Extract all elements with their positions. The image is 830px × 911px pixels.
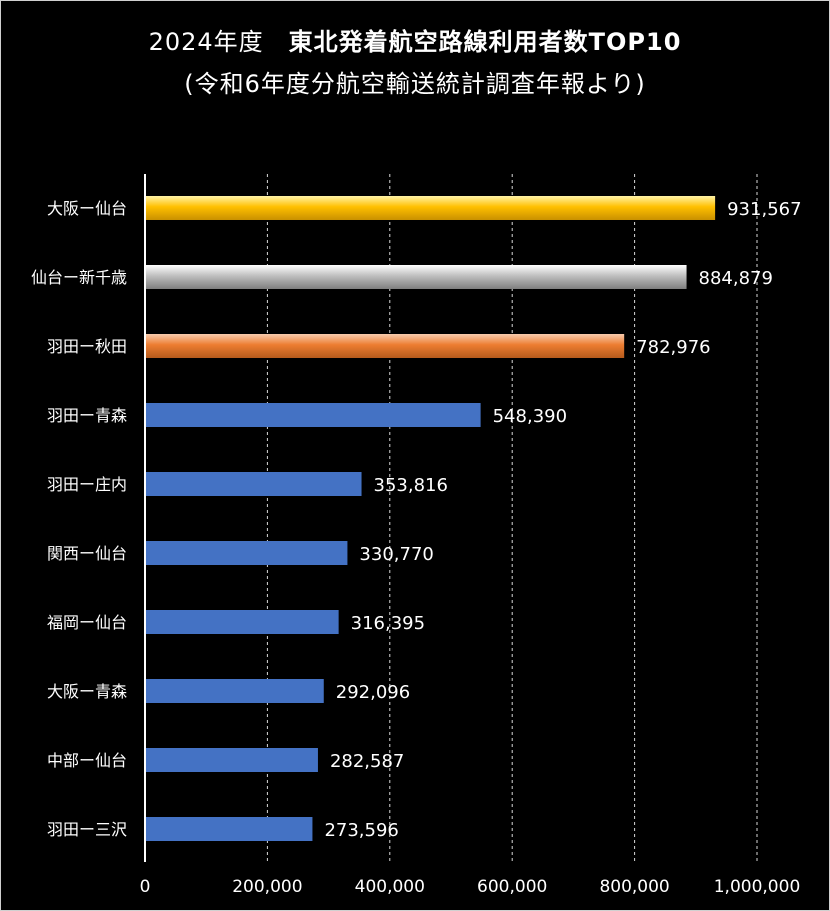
bar-5	[145, 472, 362, 496]
category-label: 羽田ー三沢	[47, 820, 127, 839]
x-tick-label: 0	[140, 877, 151, 897]
bar-4	[145, 403, 481, 427]
bar-9	[145, 748, 318, 772]
bar-8	[145, 679, 324, 703]
data-label: 884,879	[699, 268, 773, 289]
x-tick-label: 800,000	[599, 877, 669, 897]
data-label: 316,395	[351, 613, 425, 634]
chart-title-main: 東北発着航空路線利用者数TOP10	[288, 28, 682, 56]
data-label: 282,587	[330, 751, 404, 772]
chart-subtitle: (令和6年度分航空輸送統計調査年報より)	[184, 70, 646, 98]
x-tick-label: 1,000,000	[714, 877, 801, 897]
chart-title-year: 2024年度	[148, 28, 264, 56]
bar-2	[145, 265, 687, 289]
category-label: 大阪ー仙台	[47, 199, 127, 218]
bars	[145, 196, 716, 841]
chart-title: 2024年度 東北発着航空路線利用者数TOP10	[0, 22, 830, 57]
data-label: 292,096	[336, 682, 410, 703]
data-label: 273,596	[324, 820, 398, 841]
data-label: 548,390	[493, 406, 567, 427]
bar-6	[145, 541, 348, 565]
category-label: 仙台ー新千歳	[31, 268, 127, 287]
x-axis-tick-labels: 0 200,000 400,000 600,000 800,000 1,000,000	[140, 877, 801, 897]
data-label: 931,567	[727, 199, 801, 220]
category-label: 羽田ー秋田	[47, 337, 127, 356]
category-label: 福岡ー仙台	[47, 613, 127, 632]
data-label: 353,816	[374, 475, 448, 496]
category-label: 中部ー仙台	[47, 751, 127, 770]
category-label: 関西ー仙台	[47, 544, 127, 563]
category-label: 羽田ー庄内	[47, 475, 127, 494]
category-labels: 大阪ー仙台仙台ー新千歳羽田ー秋田羽田ー青森羽田ー庄内関西ー仙台福岡ー仙台大阪ー青…	[31, 199, 127, 839]
category-label: 大阪ー青森	[47, 682, 127, 701]
data-label: 782,976	[636, 337, 710, 358]
bar-10	[145, 817, 313, 841]
bar-1	[145, 196, 716, 220]
x-tick-label: 400,000	[355, 877, 425, 897]
category-label: 羽田ー青森	[47, 406, 127, 425]
x-tick-label: 600,000	[477, 877, 547, 897]
x-tick-label: 200,000	[232, 877, 302, 897]
bar-7	[145, 610, 339, 634]
data-labels: 931,567 884,879 782,976 548,390 353,816 330,7…	[324, 199, 801, 841]
data-label: 330,770	[359, 544, 433, 565]
bar-3	[145, 334, 625, 358]
